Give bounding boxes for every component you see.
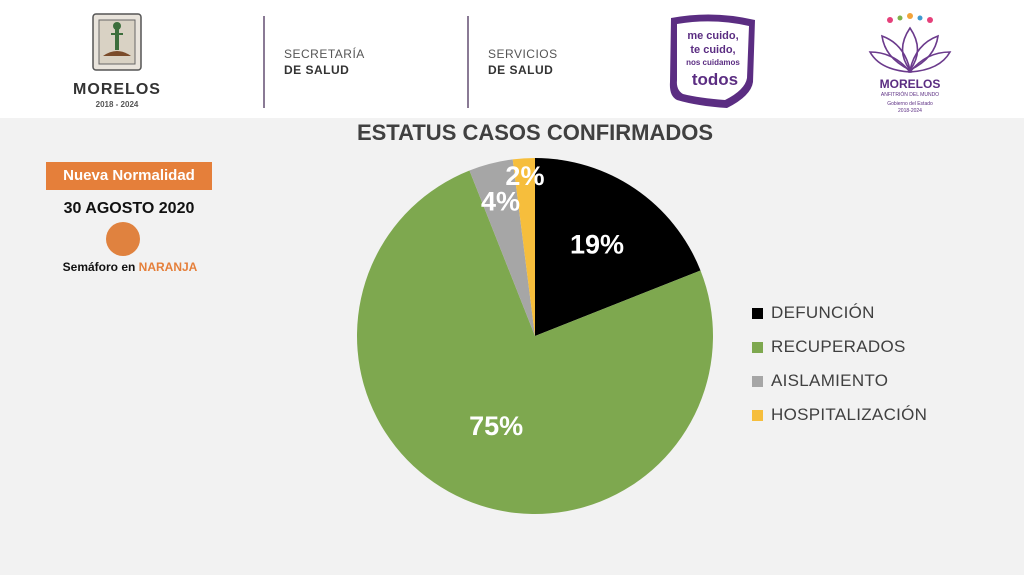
pie-data-label: 75% [469, 411, 523, 441]
report-date: 30 AGOSTO 2020 [63, 200, 195, 217]
morelos-logo-years: 2018 - 2024 [95, 100, 139, 109]
secretaria-salud-label: SECRETARÍA DE SALUD [284, 46, 365, 78]
traffic-light-dot-icon [106, 222, 140, 256]
campaign-line2: te cuido, [690, 44, 735, 56]
pie-slice-recuperados [357, 170, 713, 514]
legend-swatch [752, 341, 763, 353]
pie-data-label: 4% [481, 187, 520, 217]
chart-legend: DEFUNCIÓN RECUPERADOS AISLAMIENTO HOSPITALI… [752, 296, 927, 432]
nueva-normalidad-badge: Nueva Normalidad [46, 162, 212, 190]
dept1-line1: SECRETARÍA [284, 47, 365, 61]
semaforo-prefix: Semáforo en [62, 260, 139, 274]
state-logo-tagline: ANFITRIÓN DEL MUNDO [881, 91, 939, 98]
legend-item: DEFUNCIÓN [752, 296, 927, 330]
campaign-line3: nos cuidamos [686, 58, 740, 67]
legend-label: DEFUNCIÓN [771, 303, 875, 322]
dept2-line1: SERVICIOS [488, 47, 558, 61]
dept1-line2: DE SALUD [284, 63, 350, 77]
legend-item: RECUPERADOS [752, 330, 927, 364]
pie-data-label: 19% [570, 230, 624, 260]
state-logo-sub1: Gobierno del Estado [887, 101, 933, 107]
legend-label: AISLAMIENTO [771, 371, 889, 390]
semaforo-color-word: NARANJA [138, 260, 198, 274]
pie-slice-hospitalización [512, 158, 535, 336]
pie-slice-defunción [535, 158, 701, 336]
header-bar: MORELOS 2018 - 2024 SECRETARÍA DE SALUD … [0, 0, 1024, 118]
morelos-flower-logo: MORELOS ANFITRIÓN DEL MUNDO Gobierno del… [868, 13, 952, 114]
chart-title: ESTATUS CASOS CONFIRMADOS [356, 120, 714, 145]
legend-swatch [752, 375, 763, 387]
legend-swatch [752, 409, 763, 421]
legend-item: HOSPITALIZACIÓN [752, 398, 927, 432]
me-cuido-campaign-logo: me cuido, te cuido, nos cuidamos todos [669, 14, 755, 109]
legend-swatch [752, 307, 763, 319]
state-logo-sub2: 2018-2024 [898, 108, 922, 114]
pie-data-label: 2% [505, 161, 544, 191]
semaforo-status: Semáforo en NARANJA [40, 260, 220, 274]
coat-of-arms-icon [92, 13, 142, 71]
dept2-line2: DE SALUD [488, 63, 554, 77]
pie-slice-aislamiento [469, 159, 535, 336]
legend-label: HOSPITALIZACIÓN [771, 405, 928, 424]
legend-label: RECUPERADOS [771, 337, 906, 356]
state-logo-name: MORELOS [880, 77, 941, 91]
campaign-line4: todos [692, 70, 738, 89]
morelos-logo-name: MORELOS [73, 81, 161, 98]
servicios-salud-label: SERVICIOS DE SALUD [488, 46, 558, 78]
header-divider [467, 16, 469, 108]
campaign-line1: me cuido, [687, 30, 738, 42]
pie-chart: 19% 75% 4%2% [357, 158, 713, 514]
morelos-coat-of-arms-logo: MORELOS 2018 - 2024 [72, 12, 162, 109]
header-divider [263, 16, 265, 108]
legend-item: AISLAMIENTO [752, 364, 927, 398]
